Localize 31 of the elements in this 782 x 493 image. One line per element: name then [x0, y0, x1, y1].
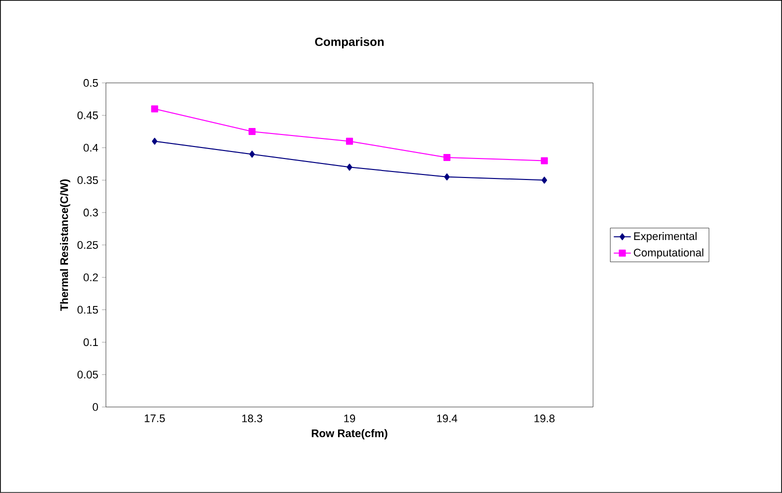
- y-tick-label: 0.35: [77, 176, 98, 184]
- chart-title: Comparison: [315, 37, 384, 48]
- x-tick-label: 19: [344, 414, 356, 422]
- y-tick-label: 0: [92, 403, 98, 411]
- point: [542, 176, 548, 184]
- point: [444, 173, 450, 180]
- y-tick-label: 0.5: [84, 79, 98, 87]
- point: [346, 164, 352, 171]
- y-tick-label: 0.2: [84, 274, 98, 282]
- x-axis-title: Row Rate(cfm): [312, 429, 388, 440]
- x-tick-label: 18.3: [242, 414, 262, 422]
- x-tick-label: 17.5: [144, 414, 165, 422]
- y-tick-label: 0.05: [77, 370, 98, 379]
- point: [443, 154, 450, 161]
- y-tick-label: 0.1: [84, 338, 98, 346]
- y-tick-label: 0.25: [77, 241, 98, 249]
- point: [249, 150, 255, 158]
- y-axis-title: Thermal Resistance(C/W): [60, 179, 70, 311]
- point: [346, 138, 353, 145]
- point: [151, 105, 158, 112]
- legend-label: Computational: [634, 248, 704, 259]
- y-tick-label: 0.15: [77, 306, 98, 314]
- legend-label: Experimental: [634, 232, 697, 242]
- y-tick-label: 0.45: [77, 111, 98, 120]
- x-tick-label: 19.8: [534, 414, 555, 422]
- point: [152, 138, 158, 145]
- y-tick-label: 0.3: [84, 208, 98, 216]
- x-tick-label: 19.4: [437, 414, 458, 422]
- point: [540, 157, 548, 164]
- y-tick-label: 0.4: [84, 144, 98, 152]
- point: [248, 128, 256, 136]
